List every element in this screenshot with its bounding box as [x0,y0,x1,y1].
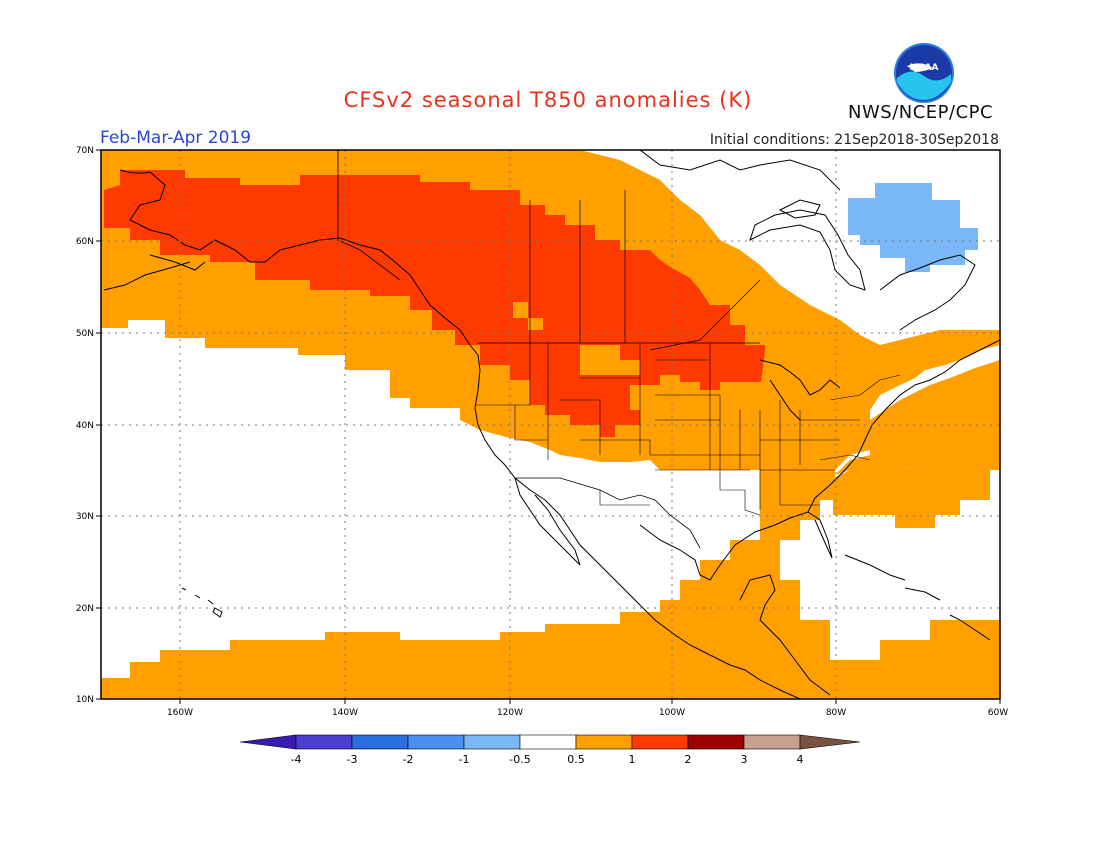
legend-swatch [743,734,801,750]
logo-text: NOAA [910,63,939,73]
lat-label: 40N [76,421,94,431]
legend-swatch [239,734,297,750]
lat-label: 30N [76,512,94,522]
lon-axis: 160W 140W 120W 100W 80W 60W [167,708,1008,718]
map-title: CFSv2 seasonal T850 anomalies (K) [343,88,753,112]
legend-tick: -1 [459,753,470,766]
agency-label: NWS/NCEP/CPC [848,102,994,123]
legend-swatch [407,734,465,750]
lon-label: 100W [659,708,685,718]
legend-swatch [575,734,633,750]
lat-label: 10N [76,695,94,705]
initial-conditions: Initial conditions: 21Sep2018-30Sep2018 [709,132,999,148]
legend-swatch [463,734,521,750]
lat-label: 70N [76,146,94,156]
lat-label: 50N [76,329,94,339]
legend-tick: 1 [629,753,636,766]
map-panel [96,149,1001,704]
lon-label: 80W [826,708,846,718]
legend-swatch [687,734,745,750]
legend-tick: -2 [403,753,414,766]
legend-tick: 0.5 [567,753,585,766]
color-legend: -4 -3 -2 -1 -0.5 0.5 1 2 3 4 [239,734,861,766]
legend-tick: -4 [291,753,302,766]
lon-label: 160W [167,708,193,718]
legend-tick: 2 [685,753,692,766]
legend-swatch [631,734,689,750]
noaa-logo: NOAA [894,43,954,103]
lon-label: 140W [332,708,358,718]
cool-anomaly [848,183,978,272]
legend-tick: 4 [797,753,804,766]
forecast-period: Feb-Mar-Apr 2019 [100,128,252,148]
legend-swatch [351,734,409,750]
lat-label: 60N [76,237,94,247]
legend-tick: -3 [347,753,358,766]
legend-tick: -0.5 [509,753,530,766]
legend-swatch [519,734,577,750]
lat-axis: 70N 60N 50N 40N 30N 20N 10N [76,146,94,705]
legend-swatch [295,734,353,750]
legend-swatch [799,734,861,750]
lon-label: 120W [497,708,523,718]
lat-label: 20N [76,604,94,614]
lon-label: 60W [988,708,1008,718]
legend-tick: 3 [741,753,748,766]
